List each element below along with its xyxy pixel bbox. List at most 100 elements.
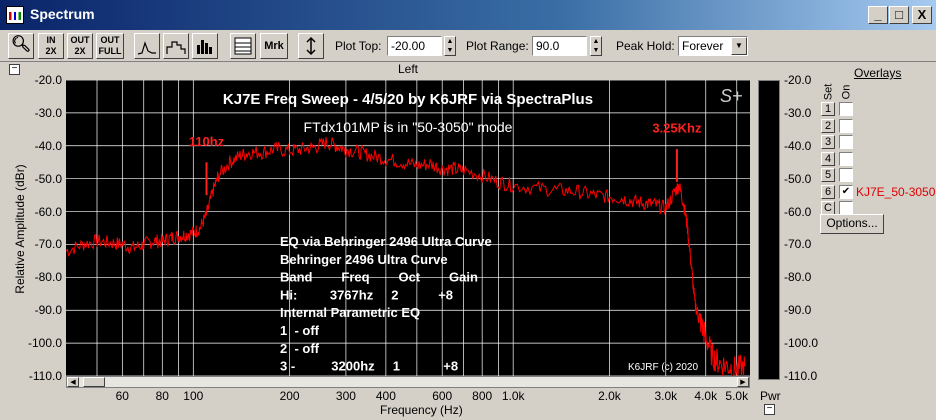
y-tick-label: -110.0 bbox=[28, 369, 62, 383]
spectraplus-logo: S+ bbox=[720, 86, 743, 106]
x-axis-label: Frequency (Hz) bbox=[380, 403, 463, 417]
chart-subtitle: FTdx101MP is in "50-3050" mode bbox=[304, 119, 513, 135]
close-button[interactable]: X bbox=[912, 6, 932, 24]
overlay-row: C bbox=[818, 201, 936, 215]
channel-label: Left bbox=[397, 62, 418, 76]
y-tick-label-right: -60.0 bbox=[784, 204, 812, 219]
zoom-out-2x-button[interactable]: OUT 2X bbox=[67, 33, 93, 59]
y-tick-label: -90.0 bbox=[34, 303, 62, 318]
y-tick-label-right: -20.0 bbox=[784, 73, 812, 87]
dropdown-arrow-icon[interactable]: ▼ bbox=[731, 37, 747, 55]
marker-label: 3.25Khz bbox=[652, 121, 702, 136]
spectrum-trace bbox=[66, 136, 746, 376]
x-tick-label: 3.0k bbox=[654, 389, 678, 403]
peak-hold-select[interactable]: Forever ▼ bbox=[678, 36, 748, 56]
y-tick-label-right: -90.0 bbox=[784, 303, 812, 318]
plot-top-input[interactable]: -20.00 bbox=[387, 36, 442, 56]
overlay-row: 1 bbox=[818, 102, 936, 116]
overlay-on-checkbox[interactable] bbox=[839, 102, 853, 116]
y-tick-label: -40.0 bbox=[34, 138, 62, 153]
overlays-title[interactable]: Overlays bbox=[854, 66, 902, 80]
overlay-set-button[interactable]: 2 bbox=[821, 118, 835, 133]
minimize-button[interactable]: _ bbox=[868, 6, 888, 24]
chart-grid bbox=[66, 80, 750, 376]
scroll-thumb[interactable] bbox=[83, 377, 105, 387]
copyright-text: K6JRF (c) 2020 bbox=[628, 362, 698, 373]
overlays-set-header: Set bbox=[822, 83, 835, 101]
power-meter bbox=[758, 80, 780, 380]
table-view-icon[interactable] bbox=[230, 33, 256, 59]
spectrum-chart[interactable]: 110hz 3.25Khz KJ7E Freq Sweep - 4/5/20 by… bbox=[66, 80, 750, 376]
overlays-on-header: On bbox=[840, 84, 853, 100]
overlay-row: 2 bbox=[818, 118, 936, 133]
line-graph-icon[interactable] bbox=[134, 33, 160, 59]
zoom-in-2x-button[interactable]: IN 2X bbox=[38, 33, 64, 59]
chart-markers: 110hz 3.25Khz bbox=[189, 121, 702, 196]
eq-note-line: 3 - 3200hz 1 +8 bbox=[280, 359, 458, 374]
maximize-button[interactable]: □ bbox=[889, 6, 909, 24]
y-tick-label: -50.0 bbox=[34, 171, 62, 186]
eq-note-line: Behringer 2496 Ultra Curve bbox=[280, 252, 448, 267]
plot-range-input[interactable]: 90.0 bbox=[532, 36, 587, 56]
overlay-set-button[interactable]: 1 bbox=[821, 102, 835, 116]
peak-hold-value: Forever bbox=[682, 39, 724, 53]
step-graph-icon[interactable] bbox=[163, 33, 189, 59]
frequency-scrollbar[interactable]: ◀ ▶ bbox=[66, 376, 750, 388]
overlay-set-button[interactable]: 4 bbox=[821, 151, 835, 166]
window-titlebar[interactable]: Spectrum _ □ X bbox=[0, 0, 936, 30]
overlay-set-button[interactable]: 3 bbox=[821, 135, 835, 149]
zoom-out-full-button[interactable]: OUT FULL bbox=[96, 33, 124, 59]
overlay-options-button[interactable]: Options... bbox=[820, 214, 884, 234]
eq-note-line: Hi: 3767hz 2 +8 bbox=[280, 287, 453, 302]
peak-hold-label: Peak Hold: bbox=[616, 39, 675, 53]
y-tick-label-right: -110.0 bbox=[784, 369, 818, 383]
overlay-set-button[interactable]: 5 bbox=[821, 168, 835, 182]
scroll-left-icon[interactable]: ◀ bbox=[67, 377, 79, 387]
y-tick-label-right: -40.0 bbox=[784, 138, 812, 153]
power-meter-label: Pwr bbox=[760, 389, 781, 403]
x-tick-label: 1.0k bbox=[501, 389, 525, 403]
overlays-panel: Overlays Set On 1 2 3 4 5 6 ✔ KJ7E_50-3050 C Opt… bbox=[818, 66, 936, 246]
app-icon[interactable] bbox=[6, 6, 24, 24]
overlay-on-checkbox[interactable]: ✔ bbox=[839, 184, 853, 199]
plot-top-spinner[interactable]: ▲ ▼ bbox=[444, 36, 456, 56]
scroll-right-icon[interactable]: ▶ bbox=[737, 377, 749, 387]
overlay-on-checkbox[interactable] bbox=[839, 118, 853, 133]
overlay-row: 4 bbox=[818, 151, 936, 166]
y-tick-label: -100.0 bbox=[27, 336, 62, 351]
x-tick-label: 800 bbox=[472, 389, 493, 403]
overlay-row: 6 ✔ KJ7E_50-3050 bbox=[818, 184, 936, 199]
zoom-magnifier-icon[interactable]: 🔍︎ bbox=[8, 33, 34, 59]
x-tick-label: 80 bbox=[155, 389, 169, 403]
window-title: Spectrum bbox=[30, 6, 95, 22]
y-tick-label-right: -80.0 bbox=[784, 270, 812, 285]
eq-note-line: Band Freq Oct Gain bbox=[280, 270, 478, 285]
x-tick-label: 4.0k bbox=[694, 389, 718, 403]
eq-note-line: 2 - off bbox=[280, 341, 320, 356]
y-tick-label: -70.0 bbox=[34, 237, 62, 252]
chart-title: KJ7E Freq Sweep - 4/5/20 by K6JRF via Sp… bbox=[223, 91, 593, 108]
y-tick-label-right: -30.0 bbox=[784, 105, 812, 120]
collapse-meter-icon[interactable]: − bbox=[764, 404, 775, 415]
x-tick-label: 300 bbox=[335, 389, 356, 403]
overlay-on-checkbox[interactable] bbox=[839, 135, 853, 149]
x-tick-label: 5.0k bbox=[725, 389, 749, 403]
y-tick-label-right: -50.0 bbox=[784, 171, 812, 186]
vertical-scale-icon[interactable] bbox=[298, 33, 324, 59]
marker-button[interactable]: Mrk bbox=[260, 33, 288, 59]
y-tick-label: -60.0 bbox=[34, 204, 62, 219]
overlay-on-checkbox[interactable] bbox=[839, 201, 853, 215]
x-tick-label: 2.0k bbox=[598, 389, 621, 403]
toolbar: 🔍︎ IN 2X OUT 2X OUT FULL Mrk Plot Top: -… bbox=[0, 30, 936, 62]
plot-range-spinner[interactable]: ▲ ▼ bbox=[590, 36, 602, 56]
overlay-row: 5 bbox=[818, 168, 936, 182]
overlay-on-checkbox[interactable] bbox=[839, 151, 853, 166]
collapse-plot-icon[interactable]: − bbox=[9, 64, 20, 75]
overlay-row: 3 bbox=[818, 135, 936, 149]
x-tick-label: 100 bbox=[183, 389, 204, 403]
bar-graph-icon[interactable] bbox=[192, 33, 218, 59]
overlay-set-button[interactable]: C bbox=[821, 201, 835, 215]
overlay-set-button[interactable]: 6 bbox=[821, 184, 835, 199]
overlay-on-checkbox[interactable] bbox=[839, 168, 853, 182]
y-tick-label: -20.0 bbox=[34, 73, 62, 87]
